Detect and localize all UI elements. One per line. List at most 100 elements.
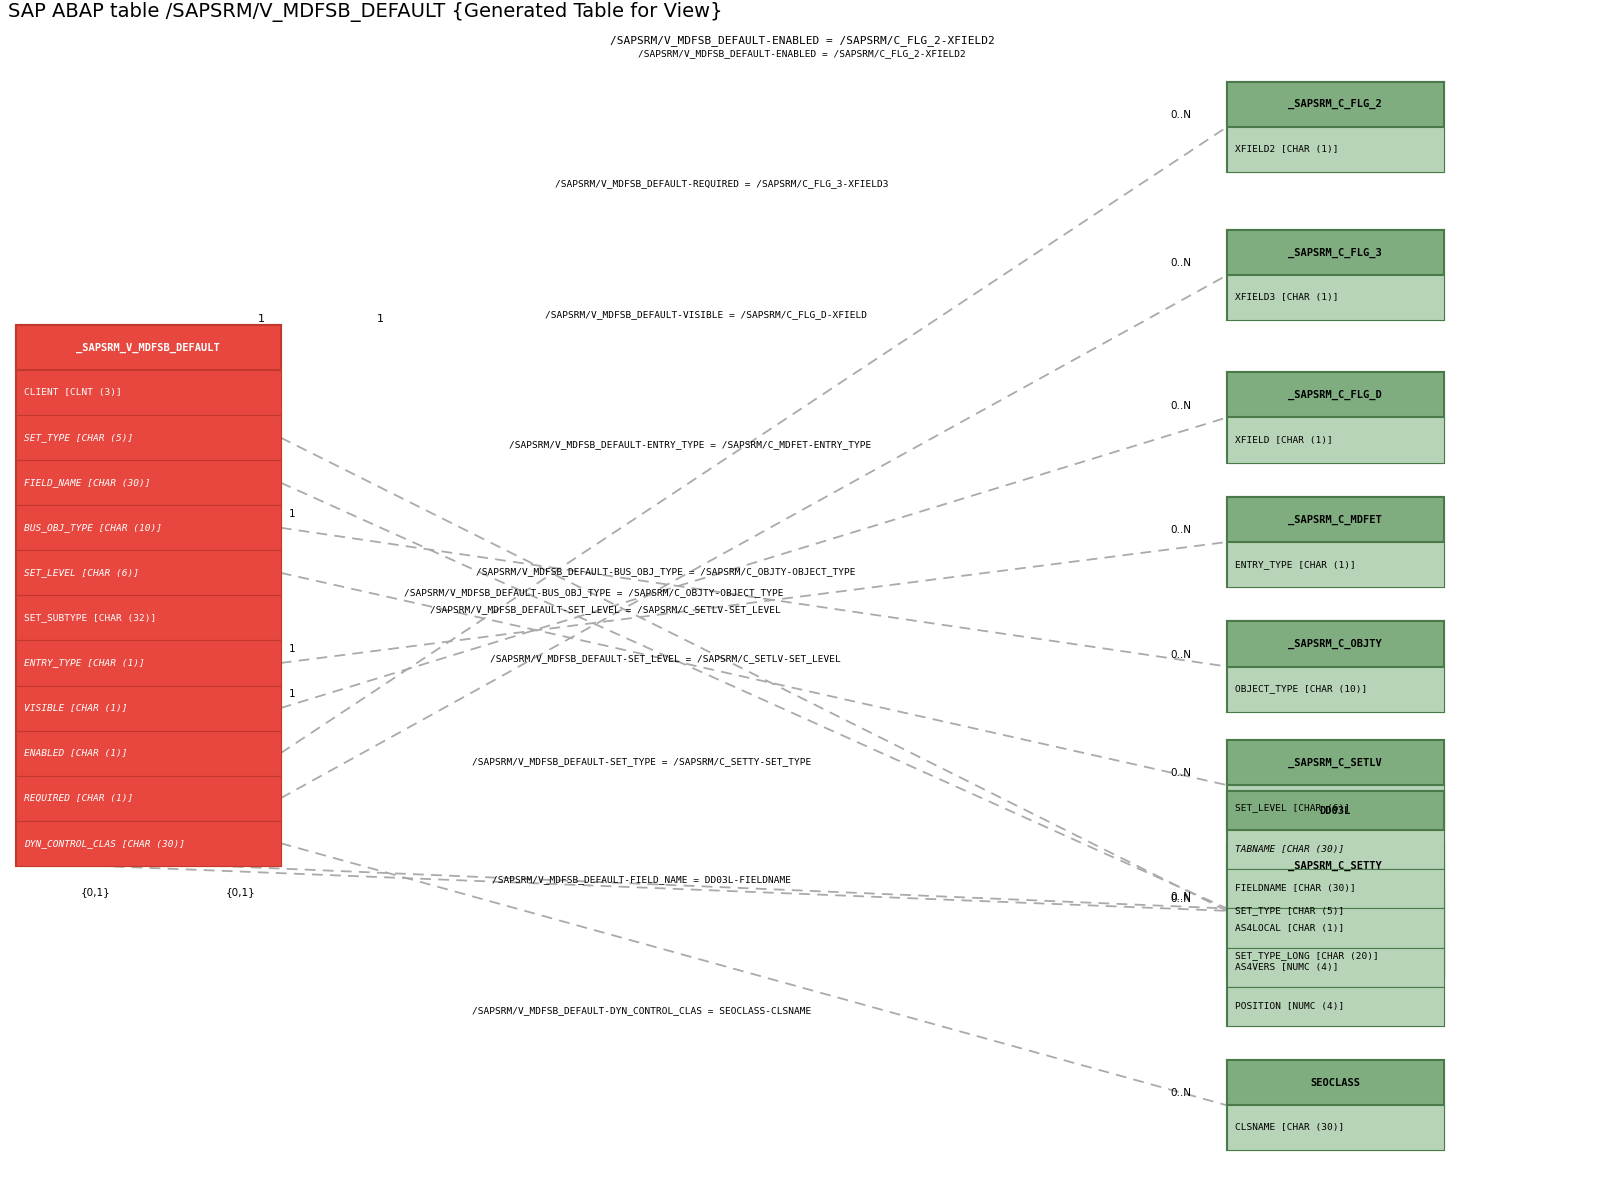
Text: SET_TYPE_LONG [CHAR (20)]: SET_TYPE_LONG [CHAR (20)] [1235,951,1379,961]
Text: 0..N: 0..N [1171,525,1192,535]
Text: OBJECT_TYPE [CHAR (10)]: OBJECT_TYPE [CHAR (10)] [1235,684,1367,694]
Bar [1227,1060,1444,1150]
Bar [16,776,281,821]
Bar [16,731,281,776]
Bar [1227,621,1444,712]
Text: SET_SUBTYPE [CHAR (32)]: SET_SUBTYPE [CHAR (32)] [24,613,156,623]
Text: VISIBLE [CHAR (1)]: VISIBLE [CHAR (1)] [24,703,128,713]
Bar [1227,667,1444,712]
Text: 1: 1 [289,509,295,518]
Bar [1227,740,1444,830]
Bar [1227,791,1444,1026]
Text: SET_TYPE [CHAR (5)]: SET_TYPE [CHAR (5)] [1235,906,1344,916]
Bar [16,595,281,640]
Text: CLSNAME [CHAR (30)]: CLSNAME [CHAR (30)] [1235,1123,1344,1133]
Text: AS4VERS [NUMC (4)]: AS4VERS [NUMC (4)] [1235,963,1339,971]
Bar [1227,791,1444,830]
Text: XFIELD3 [CHAR (1)]: XFIELD3 [CHAR (1)] [1235,293,1339,302]
Text: /SAPSRM/V_MDFSB_DEFAULT-FIELD_NAME = DD03L-FIELDNAME: /SAPSRM/V_MDFSB_DEFAULT-FIELD_NAME = DD0… [492,875,791,885]
Bar [1227,1060,1444,1105]
Text: ENTRY_TYPE [CHAR (1)]: ENTRY_TYPE [CHAR (1)] [24,658,144,668]
Bar [16,370,281,415]
Bar [1227,497,1444,542]
Text: XFIELD2 [CHAR (1)]: XFIELD2 [CHAR (1)] [1235,145,1339,154]
Text: _SAPSRM_C_SETTY: _SAPSRM_C_SETTY [1288,861,1383,871]
Bar [1227,1105,1444,1150]
Text: /SAPSRM/V_MDFSB_DEFAULT-DYN_CONTROL_CLAS = SEOCLASS-CLSNAME: /SAPSRM/V_MDFSB_DEFAULT-DYN_CONTROL_CLAS… [472,1006,812,1015]
Bar [16,686,281,731]
Text: 1: 1 [289,689,295,699]
Text: 1: 1 [289,644,295,653]
Text: SET_TYPE [CHAR (5)]: SET_TYPE [CHAR (5)] [24,433,133,442]
Text: {0,1}: {0,1} [226,887,257,897]
Bar [1227,987,1444,1026]
Text: SET_LEVEL [CHAR (6)]: SET_LEVEL [CHAR (6)] [1235,803,1351,812]
Text: {0,1}: {0,1} [80,887,111,897]
Bar [1227,82,1444,127]
Bar [16,460,281,505]
Text: 1: 1 [377,314,383,324]
Text: 0..N: 0..N [1171,894,1192,904]
Text: ENABLED [CHAR (1)]: ENABLED [CHAR (1)] [24,748,128,758]
Text: /SAPSRM/V_MDFSB_DEFAULT-VISIBLE = /SAPSRM/C_FLG_D-XFIELD: /SAPSRM/V_MDFSB_DEFAULT-VISIBLE = /SAPSR… [545,310,866,319]
Text: 0..N: 0..N [1171,110,1192,120]
Bar [1227,888,1444,933]
Text: TABNAME [CHAR (30)]: TABNAME [CHAR (30)] [1235,846,1344,854]
Bar [1227,933,1444,978]
Text: REQUIRED [CHAR (1)]: REQUIRED [CHAR (1)] [24,793,133,803]
Bar [16,415,281,460]
Bar [1227,417,1444,463]
Text: _SAPSRM_C_FLG_2: _SAPSRM_C_FLG_2 [1288,100,1383,109]
Bar [1227,869,1444,908]
Text: /SAPSRM/V_MDFSB_DEFAULT-ENTRY_TYPE = /SAPSRM/C_MDFET-ENTRY_TYPE: /SAPSRM/V_MDFSB_DEFAULT-ENTRY_TYPE = /SA… [508,440,871,449]
Text: _SAPSRM_C_OBJTY: _SAPSRM_C_OBJTY [1288,639,1383,649]
Bar [1227,621,1444,667]
Text: FIELDNAME [CHAR (30)]: FIELDNAME [CHAR (30)] [1235,885,1355,893]
Text: FIELD_NAME [CHAR (30)]: FIELD_NAME [CHAR (30)] [24,478,151,487]
Text: SEOCLASS: SEOCLASS [1310,1078,1360,1088]
Bar [1227,948,1444,987]
Text: 1: 1 [258,314,265,324]
Text: BUS_OBJ_TYPE [CHAR (10)]: BUS_OBJ_TYPE [CHAR (10)] [24,523,162,533]
Bar [16,640,281,686]
Text: /SAPSRM/V_MDFSB_DEFAULT-REQUIRED = /SAPSRM/C_FLG_3-XFIELD3: /SAPSRM/V_MDFSB_DEFAULT-REQUIRED = /SAPS… [555,179,889,189]
Text: ENTRY_TYPE [CHAR (1)]: ENTRY_TYPE [CHAR (1)] [1235,560,1355,569]
Text: DD03L: DD03L [1320,805,1351,816]
Bar [1227,542,1444,587]
Text: POSITION [NUMC (4)]: POSITION [NUMC (4)] [1235,1002,1344,1010]
Bar [1227,230,1444,320]
Text: /SAPSRM/V_MDFSB_DEFAULT-ENABLED = /SAPSRM/C_FLG_2-XFIELD2: /SAPSRM/V_MDFSB_DEFAULT-ENABLED = /SAPSR… [638,49,966,58]
Bar [1227,82,1444,172]
Bar [16,325,281,370]
Text: /SAPSRM/V_MDFSB_DEFAULT-BUS_OBJ_TYPE = /SAPSRM/C_OBJTY-OBJECT_TYPE: /SAPSRM/V_MDFSB_DEFAULT-BUS_OBJ_TYPE = /… [404,588,783,598]
Text: AS4LOCAL [CHAR (1)]: AS4LOCAL [CHAR (1)] [1235,924,1344,932]
Text: SET_LEVEL [CHAR (6)]: SET_LEVEL [CHAR (6)] [24,568,140,578]
Text: _SAPSRM_C_FLG_D: _SAPSRM_C_FLG_D [1288,390,1383,400]
Bar [1227,830,1444,869]
Bar [1227,275,1444,320]
Text: /SAPSRM/V_MDFSB_DEFAULT-SET_LEVEL = /SAPSRM/C_SETLV-SET_LEVEL: /SAPSRM/V_MDFSB_DEFAULT-SET_LEVEL = /SAP… [406,605,781,614]
Text: /SAPSRM/V_MDFSB_DEFAULT-SET_LEVEL = /SAPSRM/C_SETLV-SET_LEVEL: /SAPSRM/V_MDFSB_DEFAULT-SET_LEVEL = /SAP… [491,653,840,663]
Bar [16,550,281,595]
Bar [1227,843,1444,978]
Text: _SAPSRM_C_MDFET: _SAPSRM_C_MDFET [1288,515,1383,524]
Text: _SAPSRM_V_MDFSB_DEFAULT: _SAPSRM_V_MDFSB_DEFAULT [77,343,220,352]
Text: SAP ABAP table /SAPSRM/V_MDFSB_DEFAULT {Generated Table for View}: SAP ABAP table /SAPSRM/V_MDFSB_DEFAULT {… [8,2,723,23]
Text: XFIELD [CHAR (1)]: XFIELD [CHAR (1)] [1235,435,1333,445]
Text: 0..N: 0..N [1171,401,1192,410]
Bar [1227,497,1444,587]
Text: 0..N: 0..N [1171,892,1192,901]
Text: CLIENT [CLNT (3)]: CLIENT [CLNT (3)] [24,388,122,397]
Text: 0..N: 0..N [1171,1089,1192,1098]
Text: /SAPSRM/V_MDFSB_DEFAULT-ENABLED = /SAPSRM/C_FLG_2-XFIELD2: /SAPSRM/V_MDFSB_DEFAULT-ENABLED = /SAPSR… [610,36,994,46]
Text: _SAPSRM_C_FLG_3: _SAPSRM_C_FLG_3 [1288,248,1383,257]
Bar [1227,127,1444,172]
Text: 0..N: 0..N [1171,650,1192,659]
Bar [16,505,281,550]
Bar [1227,785,1444,830]
Text: /SAPSRM/V_MDFSB_DEFAULT-BUS_OBJ_TYPE = /SAPSRM/C_OBJTY-OBJECT_TYPE: /SAPSRM/V_MDFSB_DEFAULT-BUS_OBJ_TYPE = /… [476,567,855,576]
Bar [1227,908,1444,948]
Text: 0..N: 0..N [1171,259,1192,268]
Text: _SAPSRM_C_SETLV: _SAPSRM_C_SETLV [1288,758,1383,767]
Text: 0..N: 0..N [1171,769,1192,778]
